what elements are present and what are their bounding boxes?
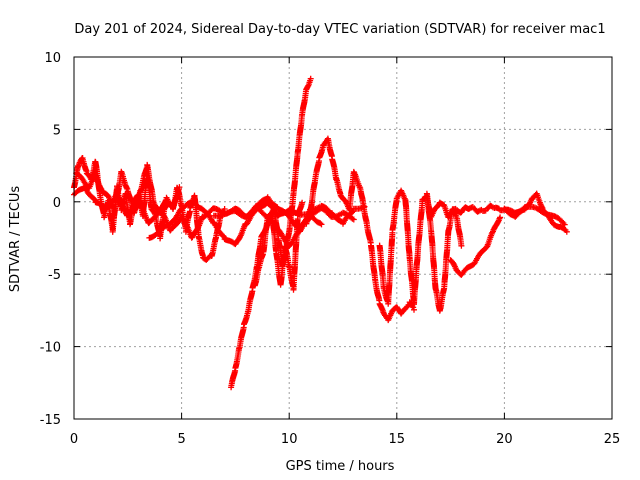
- series-track-6: [303, 135, 370, 227]
- series-track-5: [251, 199, 306, 293]
- x-tick-label: 5: [177, 432, 185, 447]
- series-track-11: [501, 190, 570, 235]
- series-track-13: [210, 199, 357, 223]
- data-points: [71, 75, 570, 391]
- y-tick-label: -15: [40, 413, 61, 428]
- plus-markers: [376, 187, 465, 314]
- series-track-12: [73, 161, 183, 216]
- axis-ticks: [73, 56, 613, 420]
- y-tick-label: -10: [40, 341, 61, 356]
- series-track-8: [376, 187, 465, 314]
- y-tick-labels: -15 -10 -5 0 5 10: [40, 51, 61, 428]
- y-tick-label: 5: [53, 123, 61, 138]
- plus-markers: [303, 135, 370, 227]
- chart-title: Day 201 of 2024, Sidereal Day-to-day VTE…: [74, 22, 605, 37]
- x-tick-label: 10: [281, 432, 298, 447]
- plus-markers: [251, 199, 306, 293]
- grid-lines: [74, 57, 612, 419]
- y-tick-label: 10: [44, 51, 61, 66]
- x-tick-label: 15: [389, 432, 406, 447]
- series-track-10: [447, 214, 504, 278]
- plus-markers: [501, 190, 570, 235]
- x-tick-labels: 0 5 10 15 20 25: [70, 432, 620, 447]
- plus-markers: [363, 220, 417, 324]
- x-axis-label: GPS time / hours: [286, 459, 395, 474]
- x-tick-label: 0: [70, 432, 78, 447]
- plus-markers: [447, 214, 504, 278]
- y-tick-label: 0: [53, 196, 61, 211]
- plus-markers: [73, 161, 183, 216]
- y-tick-label: -5: [48, 268, 61, 283]
- x-tick-label: 20: [496, 432, 513, 447]
- plot-frame: [73, 56, 613, 420]
- x-tick-label: 25: [604, 432, 621, 447]
- plus-markers: [210, 199, 357, 223]
- y-axis-label: SDTVAR / TECUs: [8, 186, 23, 293]
- series-track-7: [363, 220, 417, 324]
